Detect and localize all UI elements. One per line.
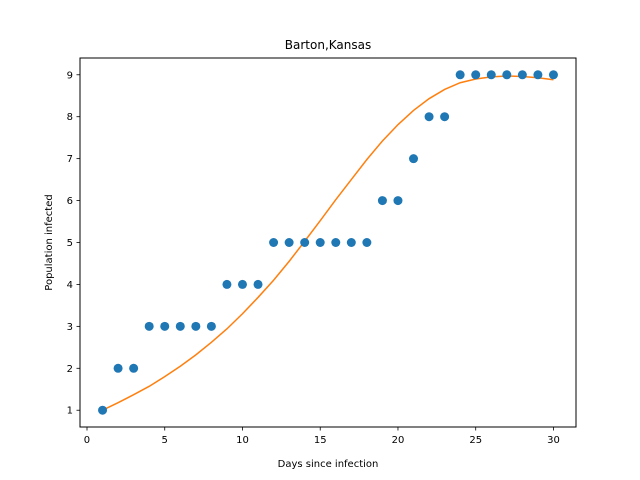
data-point — [206, 321, 216, 331]
data-point — [502, 70, 512, 80]
fit-line — [102, 75, 554, 411]
data-point — [300, 238, 310, 247]
data-point — [455, 70, 465, 80]
data-point — [315, 238, 325, 247]
data-point — [517, 70, 527, 80]
y-tick-label: 4 — [67, 280, 73, 291]
data-point — [129, 363, 139, 373]
data-point — [440, 112, 450, 122]
x-tick-label: 15 — [314, 435, 327, 446]
data-point — [253, 279, 263, 289]
data-point — [548, 70, 558, 80]
data-point — [191, 321, 201, 331]
y-tick-label: 6 — [67, 196, 73, 207]
data-point — [486, 70, 496, 80]
data-point — [222, 279, 232, 289]
data-point — [144, 321, 154, 331]
data-point — [175, 321, 185, 331]
data-point — [269, 238, 279, 247]
x-axis-label: Days since infection — [278, 459, 379, 470]
x-tick-label: 20 — [392, 435, 405, 446]
data-point — [237, 279, 247, 289]
y-tick-label: 2 — [67, 364, 73, 375]
y-tick-label: 1 — [67, 406, 73, 417]
data-point — [346, 238, 356, 247]
plot-area — [98, 70, 558, 415]
x-tick-label: 25 — [469, 435, 482, 446]
data-point — [533, 70, 543, 80]
y-tick-label: 7 — [67, 154, 73, 165]
data-point — [362, 238, 372, 247]
x-tick-label: 0 — [84, 435, 90, 446]
data-point — [393, 196, 403, 206]
y-tick-label: 9 — [67, 70, 73, 81]
data-point — [424, 112, 434, 122]
data-point — [331, 238, 341, 247]
data-point — [409, 154, 419, 164]
x-tick-label: 10 — [236, 435, 249, 446]
data-point — [284, 238, 294, 247]
chart-title: Barton,Kansas — [285, 38, 371, 52]
data-point — [377, 196, 387, 206]
data-point — [160, 321, 170, 331]
data-point — [98, 405, 108, 415]
y-tick-label: 8 — [67, 112, 73, 123]
x-tick-label: 30 — [547, 435, 560, 446]
data-point — [471, 70, 481, 80]
x-tick-label: 5 — [162, 435, 168, 446]
y-tick-label: 5 — [67, 238, 73, 249]
data-point — [113, 363, 123, 373]
y-axis-label: Population infected — [44, 194, 55, 290]
y-tick-label: 3 — [67, 322, 73, 333]
